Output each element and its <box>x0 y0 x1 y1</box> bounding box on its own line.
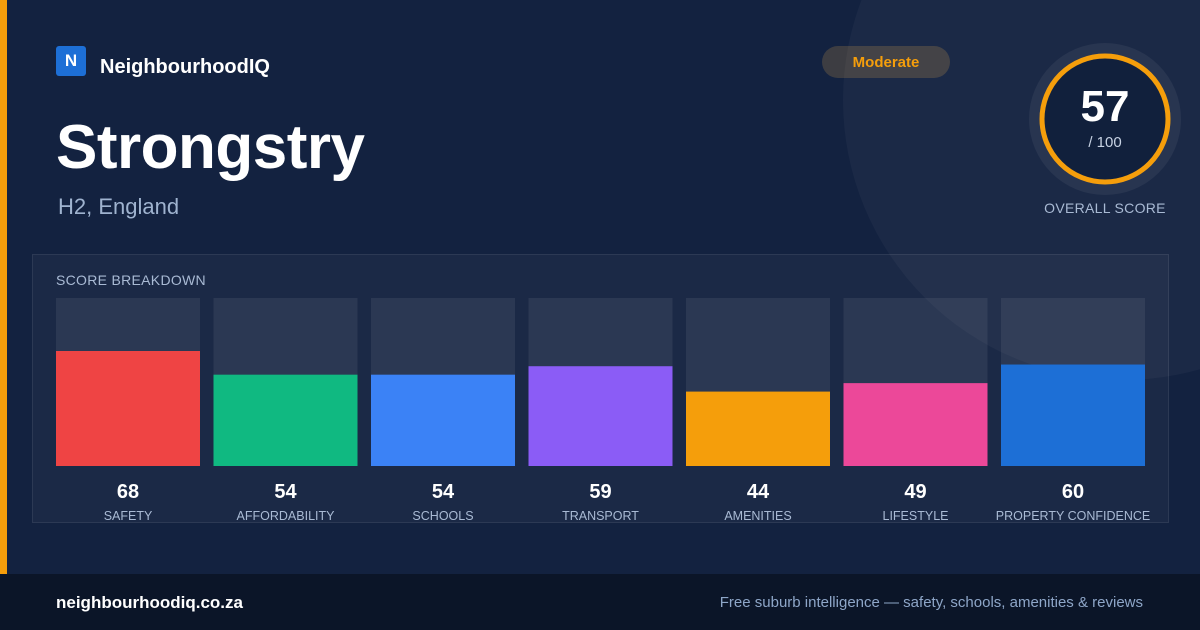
share-card: N NeighbourhoodIQ Strongstry H2, England… <box>0 0 1182 574</box>
overall-score-value: 57 <box>1080 82 1130 131</box>
breakdown-panel <box>32 254 1169 523</box>
score-breakdown-chart: 68 SAFETY 54 AFFORDABILITY 54 SCHOOLS 59 TRANSP… <box>56 298 1150 523</box>
bar-value-label: 59 <box>589 481 611 503</box>
accent-bar <box>0 0 7 574</box>
bar-affordability <box>213 374 358 466</box>
footer-tagline: Free suburb intelligence — safety, schoo… <box>719 594 1143 611</box>
bar-category-label: SCHOOLS <box>412 509 473 523</box>
breakdown-title: SCORE BREAKDOWN <box>56 272 206 288</box>
overall-score-max: / 100 <box>1088 134 1122 151</box>
rating-badge: Moderate <box>822 46 950 78</box>
brand-name: NeighbourhoodIQ <box>100 56 270 78</box>
bar-amenities <box>686 391 830 466</box>
place-region: H2, England <box>58 194 180 219</box>
bar-value-label: 60 <box>1062 481 1084 503</box>
bar-property-confidence <box>1001 364 1145 466</box>
bar-value-label: 68 <box>117 481 139 503</box>
bar-value-label: 44 <box>747 481 770 503</box>
logo-icon: N <box>56 46 86 76</box>
footer: neighbourhoodiq.co.za Free suburb intell… <box>0 574 1200 630</box>
bar-value-label: 49 <box>904 481 926 503</box>
bar-lifestyle <box>843 383 988 466</box>
bar-value-label: 54 <box>274 481 297 503</box>
bar-category-label: TRANSPORT <box>562 509 639 523</box>
bar-value-label: 54 <box>432 481 455 503</box>
bar-category-label: LIFESTYLE <box>883 509 949 523</box>
bar-safety <box>56 351 200 466</box>
score-arc <box>1039 53 1171 185</box>
bar-schools <box>371 374 515 466</box>
bar-category-label: AMENITIES <box>724 509 791 523</box>
overall-score-label: OVERALL SCORE <box>1044 200 1166 216</box>
bar-transport <box>528 366 673 466</box>
place-title: Strongstry <box>56 113 365 182</box>
footer-url[interactable]: neighbourhoodiq.co.za <box>56 593 243 612</box>
bar-category-label: PROPERTY CONFIDENCE <box>996 509 1150 523</box>
overall-score-ring: 57 / 100 <box>1028 42 1182 196</box>
bar-category-label: SAFETY <box>104 509 153 523</box>
bar-category-label: AFFORDABILITY <box>237 509 336 523</box>
